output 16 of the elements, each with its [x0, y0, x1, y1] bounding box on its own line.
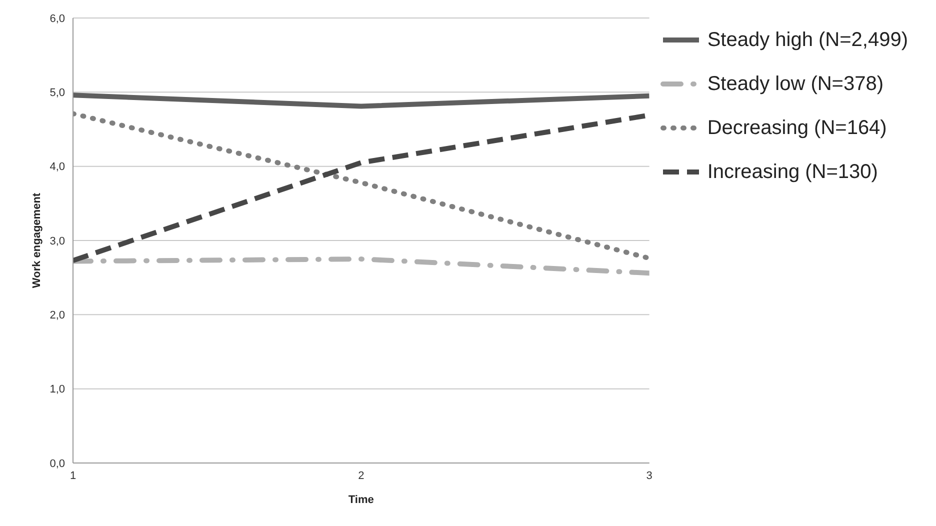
y-axis-title: Work engagement — [30, 192, 43, 288]
x-tick-label: 1 — [70, 470, 76, 482]
legend-label: Steady low (N=378) — [707, 72, 884, 96]
legend-label: Steady high (N=2,499) — [707, 28, 908, 52]
y-tick-label: 0,0 — [50, 458, 65, 470]
y-tick-label: 1,0 — [50, 384, 65, 396]
legend-label: Decreasing (N=164) — [707, 116, 887, 140]
x-tick-label: 3 — [646, 470, 652, 482]
y-tick-label: 3,0 — [50, 235, 65, 248]
y-tick-label: 4,0 — [50, 161, 65, 174]
x-axis-title: Time — [348, 494, 374, 506]
y-tick-label: 5,0 — [50, 87, 65, 100]
y-tick-label: 6,0 — [50, 12, 65, 25]
x-tick-label: 2 — [358, 470, 364, 482]
legend-label: Increasing (N=130) — [707, 160, 878, 184]
y-tick-label: 2,0 — [50, 310, 65, 322]
